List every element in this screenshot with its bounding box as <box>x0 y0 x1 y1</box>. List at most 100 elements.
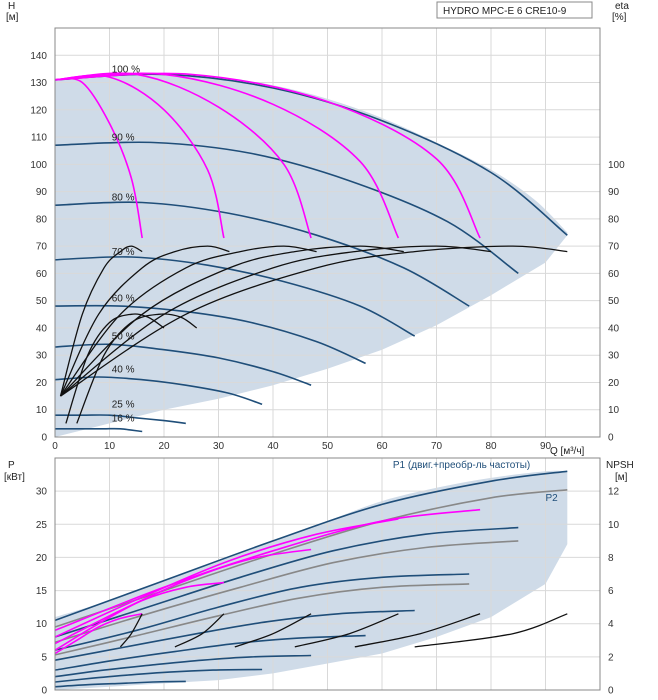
series-line-0-4 <box>54 304 366 365</box>
series-line-1-1 <box>54 489 568 628</box>
series-line-1-21 <box>414 613 568 648</box>
plot-border-0 <box>54 27 601 438</box>
series-line-0-1 <box>54 141 519 275</box>
x-axis-label: Q [м³/ч] <box>550 446 585 457</box>
series-line-1-15 <box>54 508 481 632</box>
y-tick-right-1-3: 6 <box>608 586 614 597</box>
speed-label-6: 40 % <box>112 364 135 375</box>
series-line-1-6 <box>54 609 415 661</box>
y-tick-left-1-6: 30 <box>36 487 48 498</box>
series-line-1-0 <box>54 470 568 622</box>
y-tick-right-0-10: 100 <box>608 160 625 171</box>
y-tick-right-0-3: 30 <box>608 351 620 362</box>
series-line-1-20 <box>354 613 481 648</box>
series-line-1-11 <box>54 613 143 655</box>
series-line-1-19 <box>294 613 399 648</box>
y-tick-left-0-7: 70 <box>36 242 48 253</box>
top-panel: 0102030405060708090100110120130140010203… <box>30 27 625 452</box>
series-line-1-3 <box>54 540 519 644</box>
series-line-0-3 <box>54 256 416 337</box>
series-line-1-17 <box>174 613 225 648</box>
top-right-axis-label: eta <box>615 1 629 12</box>
annotation-0: P1 (двиг.+преобр-ль частоты) <box>393 459 530 471</box>
y-tick-left-0-0: 0 <box>41 433 47 444</box>
series-line-0-14 <box>59 245 143 397</box>
y-tick-right-0-2: 20 <box>608 378 620 389</box>
y-tick-right-0-6: 60 <box>608 269 620 280</box>
speed-label-8: 16 % <box>112 413 135 424</box>
y-tick-right-1-1: 2 <box>608 652 614 663</box>
bottom-right-axis-label: NPSH <box>606 460 634 471</box>
top-left-axis-label: H <box>8 1 15 12</box>
series-line-0-2 <box>54 201 470 307</box>
top-left-axis-unit: [м] <box>6 12 19 23</box>
x-tick-8: 80 <box>485 441 497 452</box>
series-line-0-11 <box>54 72 312 239</box>
series-line-0-17 <box>60 245 404 397</box>
y-tick-right-0-1: 10 <box>608 405 620 416</box>
y-tick-left-1-3: 15 <box>36 586 48 597</box>
title-box <box>436 1 593 19</box>
series-line-1-4 <box>54 573 470 651</box>
y-tick-left-0-6: 60 <box>36 269 48 280</box>
x-tick-0: 0 <box>52 441 58 452</box>
bottom-panel: 0 5 10 15 20 25 30 0 2 4 6 8 10 12 P1 (двиг.+преобр-ль… <box>36 457 620 697</box>
y-tick-right-0-0: 0 <box>608 433 614 444</box>
series-line-1-13 <box>54 548 312 645</box>
speed-label-0: 100 % <box>112 64 140 75</box>
x-tick-9: 90 <box>540 441 552 452</box>
y-tick-right-0-7: 70 <box>608 242 620 253</box>
operating-region-1 <box>55 470 568 690</box>
series-line-0-21 <box>76 313 198 424</box>
y-tick-right-1-6: 12 <box>608 487 620 498</box>
series-line-1-8 <box>54 654 312 678</box>
y-tick-right-1-2: 4 <box>608 619 614 630</box>
y-tick-right-0-5: 50 <box>608 296 620 307</box>
series-line-1-14 <box>54 518 399 638</box>
x-tick-5: 50 <box>322 441 334 452</box>
y-tick-left-0-5: 50 <box>36 296 48 307</box>
x-tick-1: 10 <box>104 441 116 452</box>
y-tick-left-1-1: 5 <box>41 652 47 663</box>
series-line-0-5 <box>54 343 312 386</box>
series-line-0-13 <box>54 72 481 239</box>
y-tick-right-1-4: 8 <box>608 553 614 564</box>
series-line-1-9 <box>54 668 263 683</box>
speed-label-5: 50 % <box>112 332 135 343</box>
y-tick-left-0-9: 90 <box>36 187 48 198</box>
x-tick-3: 30 <box>213 441 225 452</box>
y-tick-left-0-12: 120 <box>30 105 47 116</box>
series-line-0-8 <box>54 427 143 433</box>
series-line-1-7 <box>54 634 366 671</box>
y-tick-left-0-8: 80 <box>36 214 48 225</box>
y-tick-left-1-0: 0 <box>41 686 47 697</box>
bottom-right-axis-unit: [м] <box>615 472 628 483</box>
y-tick-left-0-13: 130 <box>30 78 47 89</box>
series-line-1-2 <box>54 526 519 638</box>
speed-label-7: 25 % <box>112 400 135 411</box>
series-line-1-16 <box>119 613 143 648</box>
y-tick-right-1-5: 10 <box>608 520 620 531</box>
y-tick-left-0-2: 20 <box>36 378 48 389</box>
y-tick-left-0-11: 110 <box>31 133 47 144</box>
x-tick-7: 70 <box>431 441 443 452</box>
annotation-1: P2 <box>546 493 559 504</box>
speed-label-1: 90 % <box>112 133 135 144</box>
bottom-left-axis-label: P <box>8 460 15 471</box>
y-tick-left-0-4: 40 <box>36 323 48 334</box>
top-right-axis-unit: [%] <box>612 12 627 23</box>
series-line-0-20 <box>65 313 165 424</box>
speed-label-3: 70 % <box>112 247 135 258</box>
y-tick-left-1-4: 20 <box>36 553 48 564</box>
y-tick-left-1-2: 10 <box>36 619 48 630</box>
x-tick-2: 20 <box>158 441 170 452</box>
speed-label-4: 60 % <box>112 293 135 304</box>
series-line-0-12 <box>54 72 400 239</box>
series-line-0-18 <box>60 245 492 397</box>
bottom-left-axis-unit: [кВт] <box>4 472 25 483</box>
y-tick-left-0-3: 30 <box>36 351 48 362</box>
y-tick-left-0-14: 140 <box>30 51 47 62</box>
series-line-0-19 <box>60 245 568 397</box>
y-tick-left-0-1: 10 <box>36 405 48 416</box>
